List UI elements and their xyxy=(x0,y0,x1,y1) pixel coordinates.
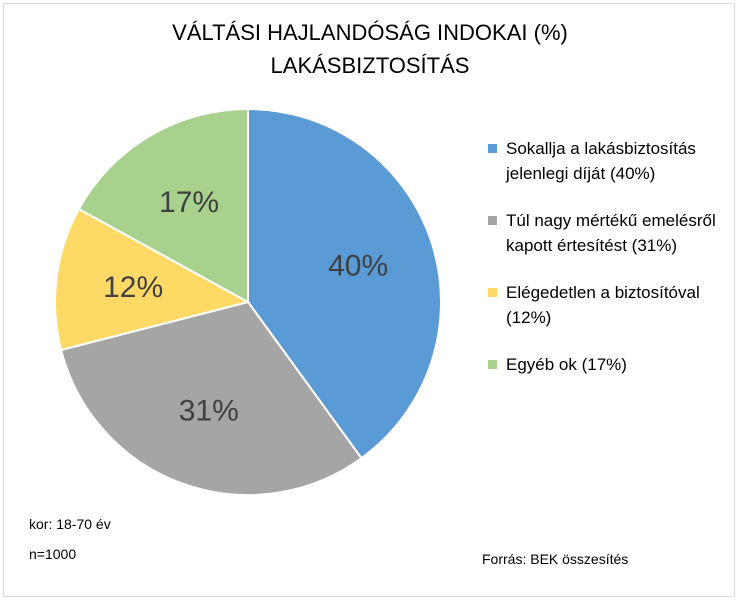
legend-label-1: Sokallja a lakásbiztosítás jelenlegi díj… xyxy=(506,139,696,183)
pie-data-label-2: 31% xyxy=(179,394,239,427)
legend-item-3: Elégedetlen a biztosítóval (12%) xyxy=(488,280,733,330)
chart-title-line-2: LAKÁSBIZTOSÍTÁS xyxy=(270,53,470,78)
chart-frame: VÁLTÁSI HAJLANDÓSÁG INDOKAI (%) LAKÁSBIZ… xyxy=(3,3,735,597)
legend-swatch-2 xyxy=(488,216,497,225)
legend-swatch-3 xyxy=(488,288,497,297)
legend-swatch-1 xyxy=(488,144,497,153)
pie-data-label-1: 40% xyxy=(328,250,388,283)
legend: Sokallja a lakásbiztosítás jelenlegi díj… xyxy=(488,136,733,399)
pie-data-label-3: 12% xyxy=(103,271,163,304)
pie-slice-2 xyxy=(59,300,363,496)
legend-label-4: Egyéb ok (17%) xyxy=(506,355,627,374)
legend-label-3: Elégedetlen a biztosítóval (12%) xyxy=(506,283,700,327)
legend-swatch-4 xyxy=(488,360,497,369)
pie-slice-3 xyxy=(54,207,251,352)
pie-chart: 40% 31% 12% 17% xyxy=(54,107,442,496)
age-note: kor: 18-70 év xyxy=(29,516,111,532)
legend-item-4: Egyéb ok (17%) xyxy=(488,352,733,377)
source-note: Forrás: BEK összesítés xyxy=(482,551,629,567)
chart-title: VÁLTÁSI HAJLANDÓSÁG INDOKAI (%) LAKÁSBIZ… xyxy=(4,16,736,82)
legend-item-1: Sokallja a lakásbiztosítás jelenlegi díj… xyxy=(488,136,733,186)
legend-label-2: Túl nagy mértékű emelésről kapott értesí… xyxy=(506,211,716,255)
pie-data-label-4: 17% xyxy=(159,186,219,219)
pie-slice-1 xyxy=(247,107,442,460)
sample-size-note: n=1000 xyxy=(29,546,77,562)
legend-item-2: Túl nagy mértékű emelésről kapott értesí… xyxy=(488,208,733,258)
chart-title-line-1: VÁLTÁSI HAJLANDÓSÁG INDOKAI (%) xyxy=(172,20,568,45)
pie-slice-4 xyxy=(77,107,249,304)
